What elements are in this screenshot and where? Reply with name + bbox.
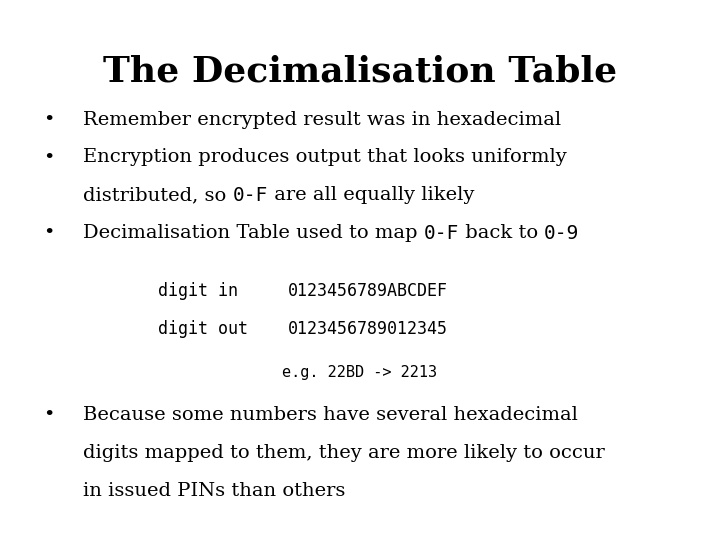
Text: Decimalisation Table used to map: Decimalisation Table used to map [83,224,423,242]
Text: in issued PINs than others: in issued PINs than others [83,482,345,500]
Text: 0-F: 0-F [233,186,268,205]
Text: •: • [43,111,55,129]
Text: 0-9: 0-9 [544,224,580,243]
Text: 0-F: 0-F [423,224,459,243]
Text: digits mapped to them, they are more likely to occur: digits mapped to them, they are more lik… [83,444,605,462]
Text: •: • [43,406,55,424]
Text: Encryption produces output that looks uniformly: Encryption produces output that looks un… [83,148,567,166]
Text: distributed, so: distributed, so [83,186,233,204]
Text: Remember encrypted result was in hexadecimal: Remember encrypted result was in hexadec… [83,111,561,129]
Text: e.g. 22BD -> 2213: e.g. 22BD -> 2213 [282,364,438,380]
Text: •: • [43,148,55,166]
Text: digit in: digit in [158,282,258,300]
Text: The Decimalisation Table: The Decimalisation Table [103,54,617,88]
Text: back to: back to [459,224,544,242]
Text: •: • [43,224,55,242]
Text: are all equally likely: are all equally likely [268,186,474,204]
Text: digit out: digit out [158,320,258,338]
Text: Because some numbers have several hexadecimal: Because some numbers have several hexade… [83,406,577,424]
Text: 0123456789012345: 0123456789012345 [288,320,448,338]
Text: 0123456789ABCDEF: 0123456789ABCDEF [288,282,448,300]
